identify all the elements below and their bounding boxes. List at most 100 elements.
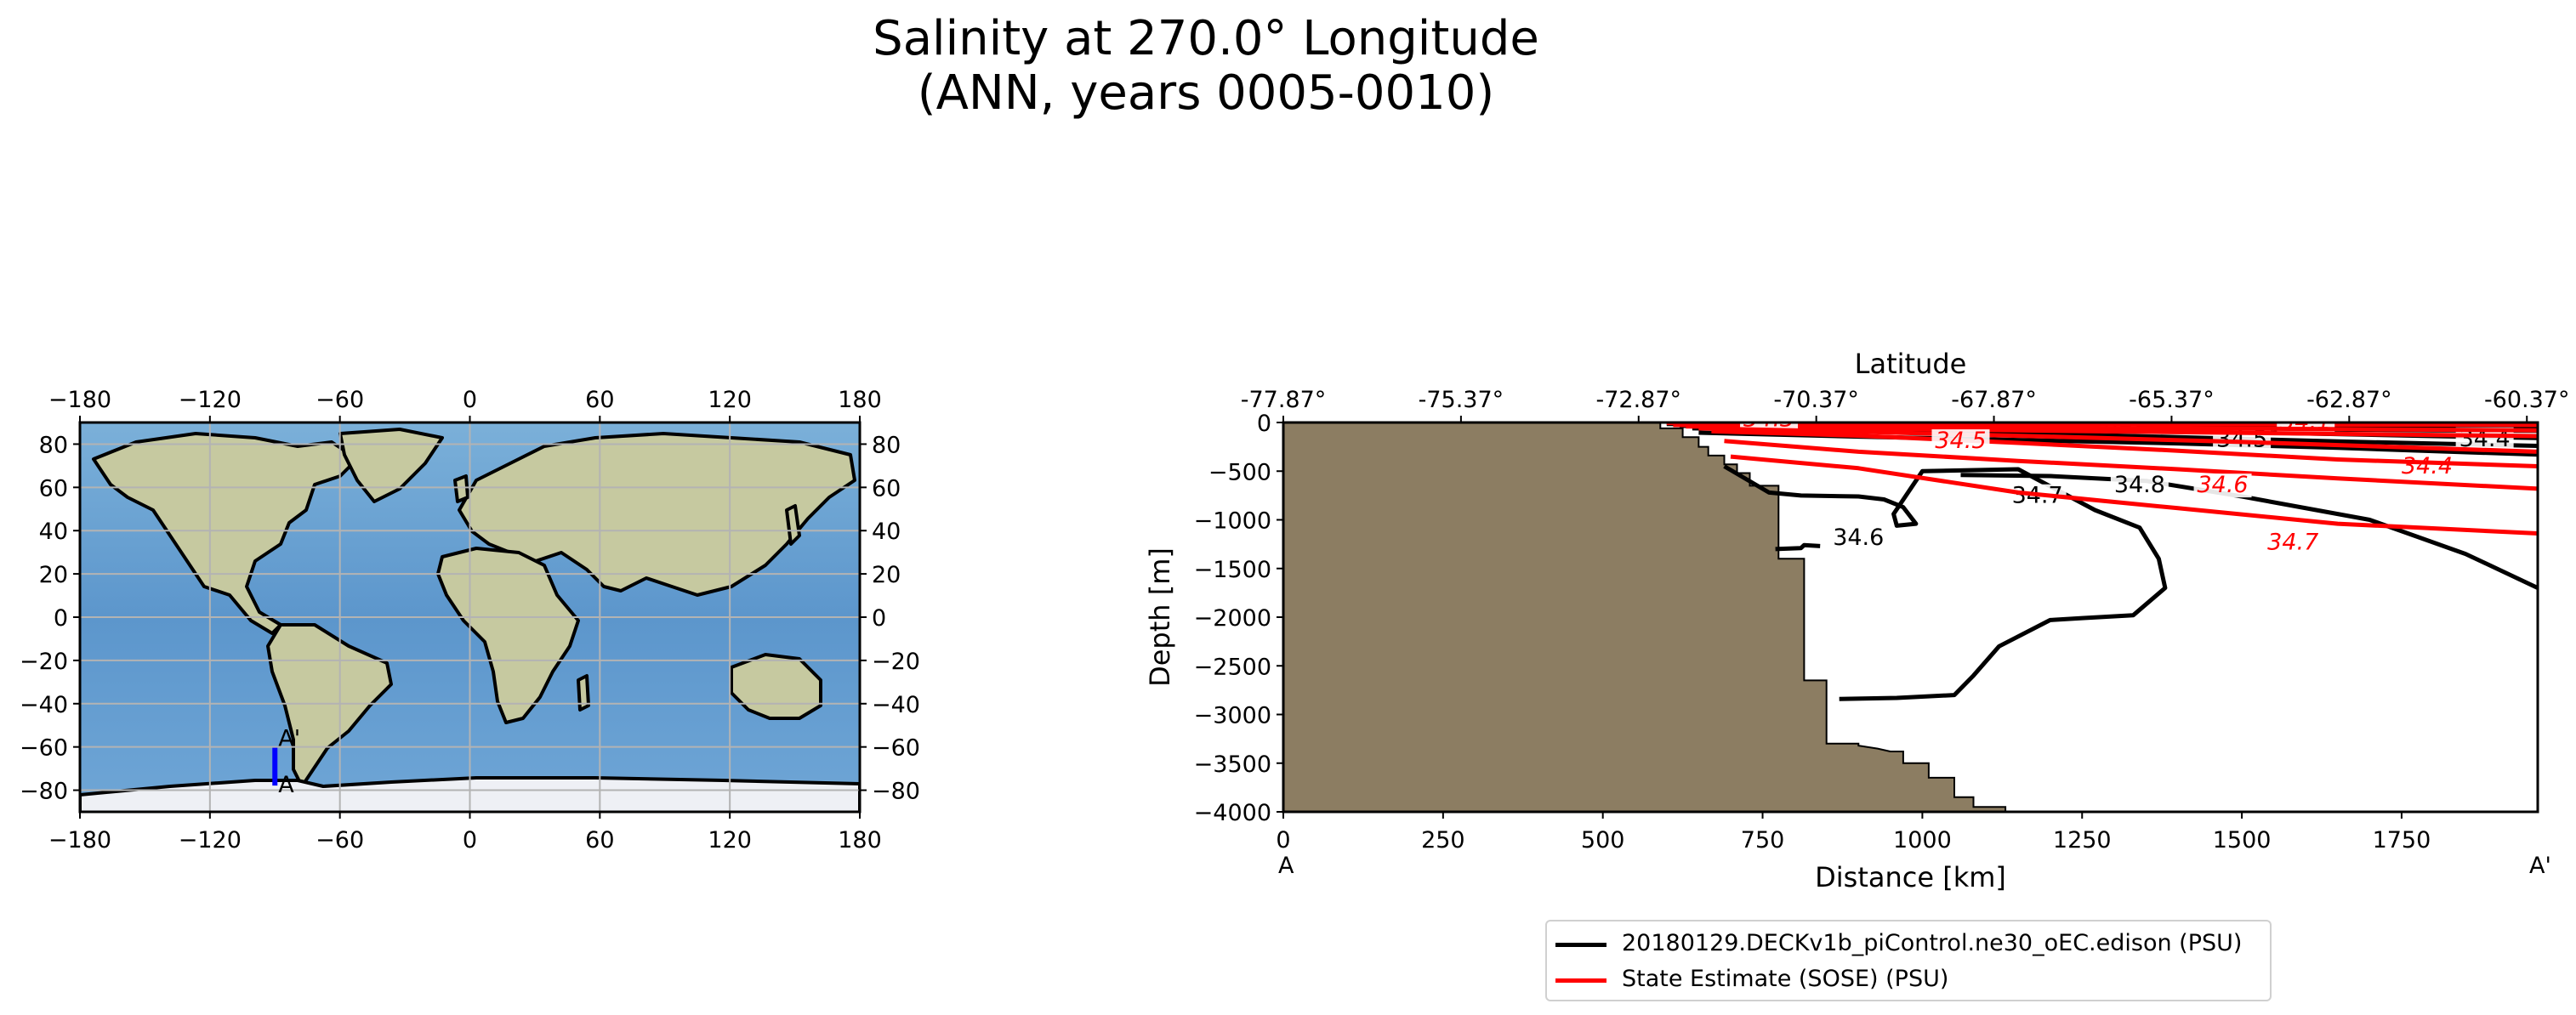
- section-axes: 0 250 500 750 1000 1250 1500 1750 0 −500 −1000 −150…: [1144, 348, 2569, 893]
- map-top-tick-label: −180: [48, 387, 111, 413]
- map-top-tick-label: 60: [585, 387, 614, 413]
- map-right-tick-label: −20: [872, 649, 920, 675]
- lat-tick-label: -60.37°: [2484, 387, 2570, 413]
- x-tick-label: 1500: [2213, 827, 2272, 853]
- transect-start-label: A: [278, 772, 294, 798]
- map-left-tick-label: −80: [20, 779, 68, 805]
- bathymetry-land: [1283, 422, 2007, 812]
- x-tick-label: 500: [1581, 827, 1625, 853]
- map-left-tick-label: 20: [39, 562, 68, 588]
- map-top-tick-label: 120: [708, 387, 752, 413]
- contour-label-model: 34.6: [1833, 525, 1884, 551]
- y-tick-label: −500: [1208, 459, 1271, 485]
- map-bottom-tick-label: −120: [179, 827, 242, 853]
- contour-label-bg: [2110, 473, 2169, 498]
- contour-label-bg: [2193, 473, 2252, 498]
- lat-tick-label: -75.37°: [1419, 387, 1504, 413]
- endpoint-label-end: A': [2529, 853, 2551, 879]
- x-tick-label: 0: [1276, 827, 1290, 853]
- map-bottom-tick-label: 0: [463, 827, 477, 853]
- legend-label-model: 20180129.DECKv1b_piControl.ne30_oEC.edis…: [1622, 930, 2243, 956]
- legend-swatch-model: [1555, 943, 1606, 947]
- map-top-tick-label: −120: [179, 387, 242, 413]
- map-right-tick-label: 0: [872, 605, 886, 632]
- contour-label-sose: 34.6: [2197, 472, 2248, 498]
- legend-swatch-sose: [1555, 978, 1606, 983]
- contour-label-sose: 34.5: [1935, 428, 1986, 454]
- x-tick-label: 750: [1741, 827, 1785, 853]
- contour-model-34.6: [1775, 542, 1821, 552]
- contour-label-bg: [2264, 530, 2323, 555]
- contour-label-bg: [1740, 422, 1799, 432]
- y-tick-label: 0: [1257, 411, 1271, 437]
- map-right-tick-label: −60: [872, 735, 920, 762]
- y-tick-label: −4000: [1194, 800, 1271, 826]
- eurasia-shape: [458, 432, 856, 597]
- greenland-shape: [338, 428, 444, 503]
- map-left-tick-label: −60: [20, 735, 68, 762]
- south-america-shape: [266, 623, 393, 788]
- contour-label-bg: [1931, 429, 1990, 454]
- y-tick-label: −1000: [1194, 508, 1271, 535]
- map-axes: −180 −180 −120 −120 −60 −60 0 0 60 60 120 120 180 180…: [20, 387, 920, 853]
- map-panel: A A' −180 −180 −120 −120 −60 −60 0 0 60 60 120 120 18…: [20, 387, 920, 853]
- map-top-tick-label: 0: [463, 387, 477, 413]
- figure-title: Salinity at 270.0° Longitude (ANN, years…: [873, 11, 1539, 121]
- x-tick-label: 250: [1421, 827, 1465, 853]
- map-left-tick-label: 80: [39, 432, 68, 458]
- y-tick-label: −2000: [1194, 605, 1271, 632]
- lat-tick-label: -62.87°: [2306, 387, 2392, 413]
- transect-end-label: A': [278, 726, 300, 752]
- australia-shape: [730, 653, 822, 720]
- x-tick-label: 1000: [1893, 827, 1952, 853]
- map-right-tick-label: 60: [872, 475, 901, 502]
- lat-tick-label: -65.37°: [2129, 387, 2215, 413]
- map-right-tick-label: 80: [872, 432, 901, 458]
- contour-sose-34.5: [1711, 428, 2538, 468]
- japan-shape: [785, 504, 801, 546]
- legend-label-sose: State Estimate (SOSE) (PSU): [1622, 966, 1949, 992]
- contour-model-34.7: [1723, 464, 2168, 701]
- map-gridlines: [80, 422, 860, 812]
- madagascar-shape: [577, 674, 590, 712]
- y-tick-label: −2500: [1194, 654, 1271, 680]
- map-left-tick-label: 0: [54, 605, 68, 632]
- lat-tick-label: -67.87°: [1951, 387, 2037, 413]
- map-top-tick-label: −60: [316, 387, 364, 413]
- uk-shape: [453, 474, 469, 503]
- contour-sose-34.3: [1686, 424, 2538, 439]
- section-panel: 34.234.334.434.534.634.7 34.834.134.334.4…: [1144, 348, 2569, 893]
- map-right-tick-label: 20: [872, 562, 901, 588]
- lat-tick-label: -77.87°: [1241, 387, 1327, 413]
- y-tick-label: −3500: [1194, 751, 1271, 778]
- contour-label-bg: [1829, 525, 1888, 550]
- x-axis-label: Distance [km]: [1815, 861, 2006, 893]
- contour-sose-34.7: [1730, 454, 2538, 536]
- y-tick-label: −3000: [1194, 703, 1271, 729]
- map-bottom-tick-label: 120: [708, 827, 752, 853]
- contour-sose-34.4: [1698, 426, 2538, 454]
- endpoint-label-start: A: [1278, 853, 1294, 879]
- contour-label-bg: [2398, 454, 2457, 479]
- contour-label-sose: 34.7: [2267, 530, 2318, 556]
- map-bottom-tick-label: 60: [585, 827, 614, 853]
- lat-tick-label: -70.37°: [1773, 387, 1859, 413]
- map-left-tick-label: 60: [39, 475, 68, 502]
- map-left-tick-label: −40: [20, 692, 68, 718]
- map-continents: [80, 428, 860, 812]
- x-tick-label: 1750: [2373, 827, 2431, 853]
- map-left-tick-label: −20: [20, 649, 68, 675]
- transect-line: A A': [272, 726, 300, 798]
- lat-tick-label: -72.87°: [1596, 387, 1682, 413]
- top-axis-label: Latitude: [1855, 348, 1967, 380]
- legend: 20180129.DECKv1b_piControl.ne30_oEC.edis…: [1545, 920, 2272, 1001]
- map-right-tick-label: −40: [872, 692, 920, 718]
- map-right-tick-label: −80: [872, 779, 920, 805]
- map-right-tick-label: 40: [872, 519, 901, 545]
- map-bottom-tick-label: −180: [48, 827, 111, 853]
- contour-label-sose: 34.4: [2402, 453, 2453, 479]
- contour-sose-34.6: [1724, 439, 2538, 491]
- map-bottom-tick-label: −60: [316, 827, 364, 853]
- y-tick-label: −1500: [1194, 557, 1271, 583]
